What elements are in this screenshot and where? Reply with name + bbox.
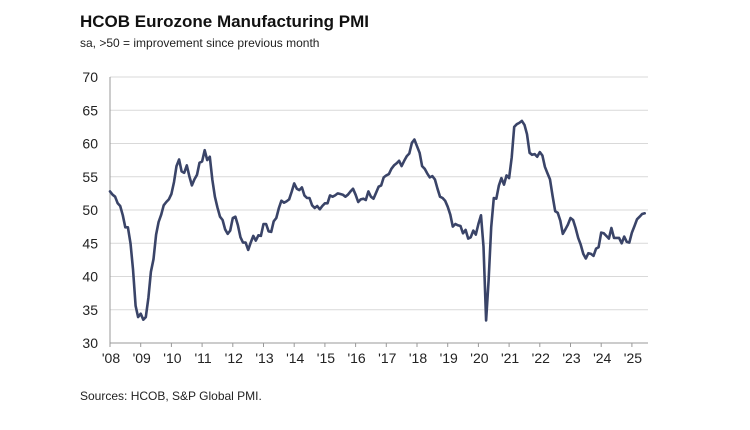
x-tick-label: '21 [501,350,519,366]
chart-subtitle: sa, >50 = improvement since previous mon… [80,36,320,50]
y-tick-label: 65 [82,102,98,118]
y-tick-label: 40 [82,269,98,285]
y-tick-label: 30 [82,335,98,351]
x-axis-tick-labels: '08 '09 '10 '11 '12 '13 '14 '15 '16 '17 '18 '19 '20 '… [102,350,642,366]
x-tick-label: '09 [133,350,151,366]
x-tick-label: '16 [347,350,365,366]
x-tick-label: '12 [225,350,243,366]
x-tick-label: '24 [593,350,611,366]
chart-title: HCOB Eurozone Manufacturing PMI [80,12,369,31]
y-tick-label: 70 [82,69,98,85]
x-tick-label: '08 [102,350,120,366]
y-tick-label: 60 [82,136,98,152]
x-tick-label: '22 [532,350,550,366]
x-tick-label: '23 [562,350,580,366]
gridlines [110,76,648,311]
x-tick-label: '19 [440,350,458,366]
x-tick-label: '20 [470,350,488,366]
source-note: Sources: HCOB, S&P Global PMI. [80,389,262,403]
y-tick-label: 45 [82,235,98,251]
x-tick-label: '17 [378,350,396,366]
x-tick-label: '11 [194,350,211,366]
x-tick-label: '18 [409,350,427,366]
y-axis-tick-labels: 30 35 40 45 50 55 60 65 70 [82,69,98,351]
x-tick-label: '10 [163,350,181,366]
x-tick-label: '14 [286,350,304,366]
x-tick-label: '25 [624,350,642,366]
x-tick-label: '13 [255,350,273,366]
y-tick-label: 55 [82,169,98,185]
series-line-pmi [108,119,647,322]
axes [109,77,648,347]
y-tick-label: 50 [82,202,98,218]
y-tick-label: 35 [82,302,98,318]
x-tick-label: '15 [317,350,335,366]
series-group [108,119,647,322]
